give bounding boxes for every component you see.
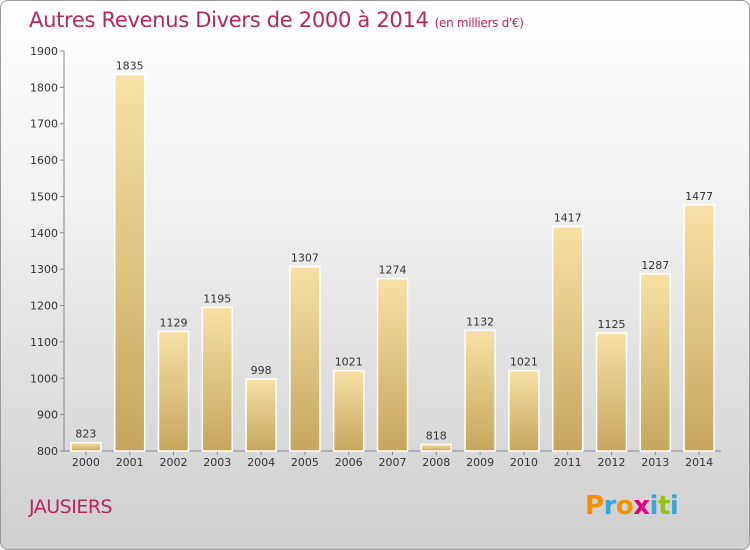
x-tick-label: 2011 [554, 456, 582, 469]
logo-letter: P [585, 491, 604, 521]
bar-value-label: 1835 [116, 60, 144, 73]
bar [376, 277, 409, 452]
x-tick-label: 2003 [203, 456, 231, 469]
logo-letter: o [615, 491, 634, 521]
logo-letter: i [649, 491, 659, 521]
y-tick-label: 1200 [30, 300, 58, 313]
bar [157, 330, 190, 452]
bar [332, 369, 365, 452]
x-tick-label: 2000 [72, 456, 100, 469]
bar [70, 441, 102, 452]
x-tick-label: 2014 [685, 456, 713, 469]
y-tick-label: 1100 [30, 336, 58, 349]
y-tick-label: 800 [37, 445, 58, 458]
bar-value-label: 1129 [160, 316, 188, 329]
bar-value-label: 1274 [379, 264, 407, 277]
logo-letter: t [657, 491, 670, 521]
bar-value-label: 1195 [203, 292, 231, 305]
bar-value-label: 818 [426, 429, 447, 442]
bar-value-label: 1021 [510, 356, 538, 369]
x-tick-label: 2004 [247, 456, 275, 469]
bar-value-label: 1132 [466, 315, 494, 328]
y-tick-label: 1800 [30, 81, 58, 94]
x-tick-label: 2006 [335, 456, 363, 469]
chart-unit: (en milliers d'€) [434, 16, 524, 30]
chart-title-text: Autres Revenus Divers de 2000 à 2014 [29, 8, 429, 32]
bar [245, 378, 277, 452]
bar [113, 73, 146, 452]
x-tick-label: 2005 [291, 456, 319, 469]
bar-value-label: 1021 [335, 356, 363, 369]
bar [639, 273, 672, 452]
bar [683, 204, 715, 452]
y-tick-label: 1600 [30, 154, 58, 167]
bar [595, 332, 628, 452]
bar-value-label: 823 [75, 428, 96, 441]
y-tick-label: 1900 [30, 45, 58, 58]
logo-letter: i [669, 491, 679, 521]
bar-value-label: 1477 [685, 190, 713, 203]
x-tick-label: 2002 [160, 456, 188, 469]
x-tick-label: 2013 [641, 456, 669, 469]
bar [551, 225, 584, 452]
x-tick-label: 2008 [422, 456, 450, 469]
bar-value-label: 998 [251, 364, 272, 377]
x-tick-label: 2012 [598, 456, 626, 469]
location-label: JAUSIERS [29, 496, 113, 518]
logo-letter: r [603, 491, 617, 521]
bar-value-label: 1125 [598, 318, 626, 331]
bar-value-label: 1417 [554, 212, 582, 225]
bar-value-label: 1287 [641, 259, 669, 272]
x-tick-label: 2009 [466, 456, 494, 469]
x-tick-label: 2001 [116, 456, 144, 469]
bar-value-label: 1307 [291, 252, 319, 265]
y-tick-label: 1500 [30, 190, 58, 203]
logo-letter: x [633, 491, 650, 521]
y-tick-label: 1700 [30, 118, 58, 131]
y-tick-label: 900 [37, 409, 58, 422]
bar [508, 369, 540, 452]
y-tick-label: 1400 [30, 227, 58, 240]
bar [289, 265, 321, 452]
proxiti-logo: Proxiti [585, 491, 679, 521]
bar [464, 329, 496, 452]
x-tick-label: 2007 [379, 456, 407, 469]
bar [201, 306, 234, 452]
axes: 800 900 1000 1100 1200 1300 1400 1500 1600 1700 18… [30, 45, 721, 469]
y-tick-label: 1000 [30, 372, 58, 385]
y-tick-label: 1300 [30, 263, 58, 276]
bar [420, 443, 453, 452]
chart-title: Autres Revenus Divers de 2000 à 2014 (en … [29, 8, 524, 32]
bars: 823 1835 1129 1195 998 1307 1021 1274 818 1132 102… [70, 60, 715, 452]
x-tick-label: 2010 [510, 456, 538, 469]
